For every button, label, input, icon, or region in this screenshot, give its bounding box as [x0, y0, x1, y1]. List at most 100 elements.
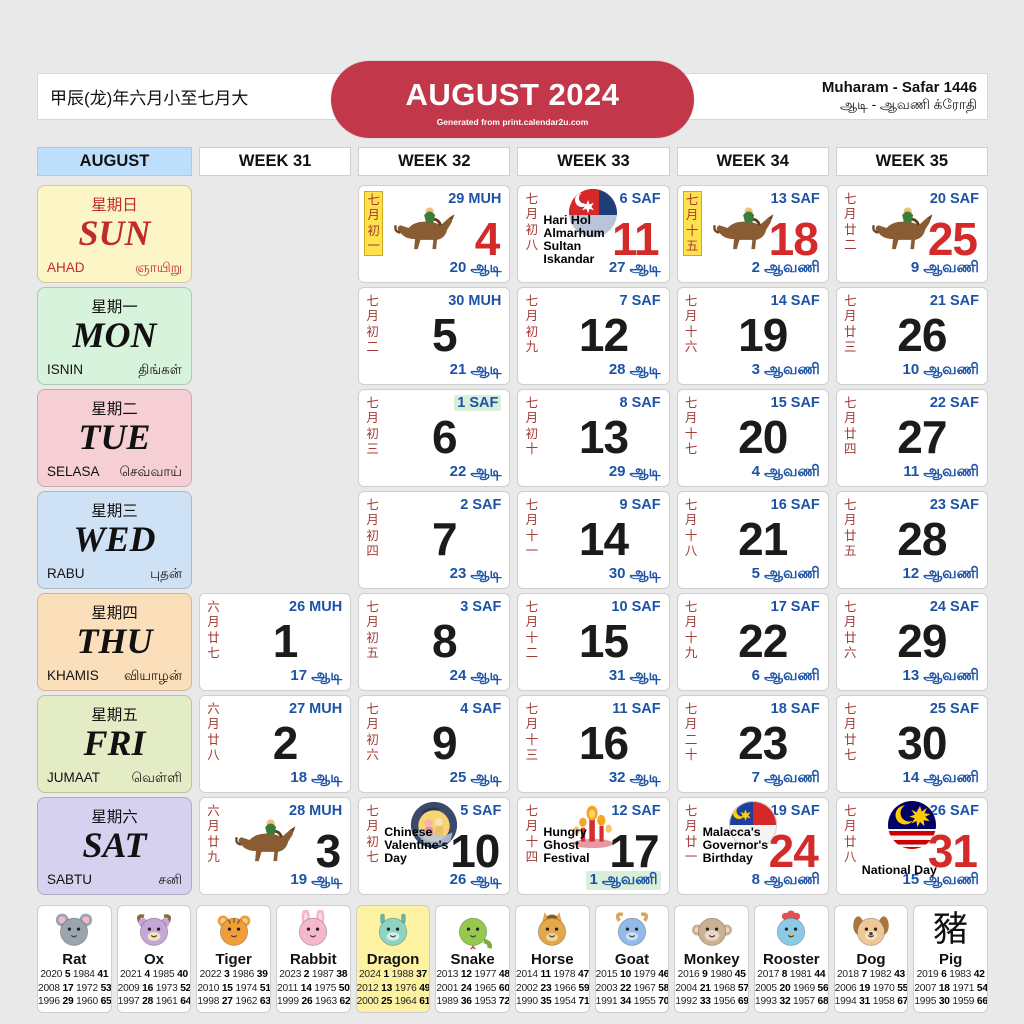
islamic-date: 21 SAF	[929, 293, 979, 309]
zodiac-year-line: 1993 32 1957 68	[754, 995, 829, 1007]
day-label-chinese: 星期一	[91, 299, 138, 316]
date-cell-4: 七月初一 29 MUH 4 20 ஆடி	[358, 185, 511, 283]
tamil-date: 5 ஆவணி	[751, 565, 820, 582]
date-cell-25: 七月廿二 20 SAF 25 9 ஆவணி	[835, 185, 988, 283]
month-tab[interactable]: AUGUST	[37, 147, 192, 176]
zodiac-year-line: 2023 2 1987 38	[279, 969, 348, 981]
islamic-date: 26 SAF	[929, 803, 979, 819]
tamil-date: 9 ஆவணி	[910, 259, 979, 276]
date-number: 29	[897, 615, 947, 667]
date-number: 3	[315, 825, 342, 877]
day-label-tamil: செவ்வாய்	[119, 464, 182, 479]
empty-cell	[199, 185, 351, 283]
tamil-date: 18 ஆடி	[290, 769, 343, 786]
zodiac-name: Ox	[143, 951, 164, 968]
islamic-date: 3 SAF	[460, 599, 502, 615]
date-number: 23	[738, 717, 788, 769]
zodiac-year-line: 2007 18 1971 54	[914, 982, 988, 994]
date-number: 30	[897, 717, 947, 769]
zodiac-name: Rabbit	[289, 951, 337, 968]
lunar-date: 七月廿六	[844, 600, 857, 660]
day-label-tue: 星期二 TUE SELASA செவ்வாய்	[37, 389, 192, 487]
horse-racing-icon	[712, 199, 778, 257]
tamil-date: 7 ஆவணி	[751, 769, 820, 786]
date-cell-3: 六月廿九 28 MUH 3 19 ஆடி	[199, 797, 352, 895]
day-label-chinese: 星期二	[91, 401, 138, 418]
islamic-date: 28 MUH	[289, 803, 343, 819]
zodiac-year-line: 2017 8 1981 44	[757, 969, 826, 981]
generator-credit[interactable]: Generated from print.calendar2u.com	[436, 117, 589, 127]
event-name: Chinese Valentine's Day	[384, 825, 449, 866]
zodiac-year-line: 2001 24 1965 60	[436, 982, 510, 994]
day-label-sat: 星期六 SAT SABTU சனி	[37, 797, 192, 895]
day-label-malay: ISNIN	[47, 362, 84, 377]
day-label-sun: 星期日 SUN AHAD ஞாயிறு	[37, 185, 192, 283]
zodiac-cell-tiger: Tiger 2022 3 1986 39 2010 15 1974 51 1998 2…	[196, 905, 271, 1013]
month-title-pill: AUGUST 2024 Generated from print.calenda…	[331, 61, 694, 138]
week-tab-week-31[interactable]: WEEK 31	[199, 147, 352, 176]
day-label-bottom: AHAD ஞாயிறு	[47, 260, 182, 278]
date-cell-9: 七月初六 4 SAF 9 25 ஆடி	[358, 695, 511, 793]
week-tab-week-32[interactable]: WEEK 32	[358, 147, 511, 176]
islamic-date: 27 MUH	[289, 701, 343, 717]
day-label-thu: 星期四 THU KHAMIS வியாழன்	[37, 593, 192, 691]
date-cell-7: 七月初四 2 SAF 7 23 ஆடி	[358, 491, 511, 589]
malacca-flag-icon	[727, 801, 779, 849]
rat-zodiac-icon	[38, 909, 111, 951]
tamil-date: 24 ஆடி	[449, 667, 502, 684]
date-cell-2: 六月廿八 27 MUH 2 18 ஆடி	[199, 695, 352, 793]
date-cell-20: 七月十七 15 SAF 20 4 ஆவணி	[676, 389, 829, 487]
zodiac-year-line: 2018 7 1982 43	[836, 969, 905, 981]
day-label-chinese: 星期五	[91, 707, 138, 724]
islamic-date: 6 SAF	[619, 191, 661, 207]
date-cell-17: 七月十四 12 SAF Hungry Ghost Festival 17 1 ஆவணி	[517, 797, 670, 895]
date-cell-16: 七月十三 11 SAF 16 32 ஆடி	[517, 695, 670, 793]
islamic-date: 4 SAF	[460, 701, 502, 717]
zodiac-year-line: 2002 23 1966 59	[515, 982, 590, 994]
horse-racing-icon	[234, 811, 300, 869]
islamic-date: 18 SAF	[770, 701, 820, 717]
islamic-date: 10 SAF	[611, 599, 661, 615]
day-label-tamil: ஞாயிறு	[135, 260, 182, 275]
islamic-date: 19 SAF	[770, 803, 820, 819]
date-number: 14	[578, 513, 629, 565]
dragon-zodiac-icon	[357, 909, 430, 951]
zodiac-year-line: 2009 16 1973 52	[117, 982, 192, 994]
day-label-english: MON	[72, 315, 157, 355]
day-label-bottom: ISNIN திங்கள்	[47, 362, 182, 380]
week-tab-week-34[interactable]: WEEK 34	[676, 147, 829, 176]
tamil-date: 10 ஆவணி	[902, 361, 979, 378]
tamil-month-range: ஆடி - ஆவணி க்ரோதி	[840, 97, 977, 113]
zodiac-year-line: 2016 9 1980 45	[677, 969, 746, 981]
zodiac-cell-dog: Dog 2018 7 1982 43 2006 19 1970 55 1994 31 …	[833, 905, 909, 1013]
lunar-date: 七月十三	[525, 702, 539, 762]
zodiac-year-line: 1989 36 1953 72	[436, 995, 510, 1007]
date-cell-8: 七月初五 3 SAF 8 24 ஆடி	[358, 593, 511, 691]
zodiac-year-line: 2012 13 1976 49	[356, 982, 431, 994]
lunar-date: 七月十七	[684, 396, 698, 456]
islamic-date: 13 SAF	[770, 191, 820, 207]
lunar-date: 七月初三	[366, 396, 379, 456]
zodiac-name: Snake	[450, 951, 495, 968]
date-cell-29: 七月廿六 24 SAF 29 13 ஆவணி	[835, 593, 988, 691]
zodiac-cell-dragon: Dragon 2024 1 1988 37 2012 13 1976 49 2000 …	[355, 905, 431, 1013]
zodiac-name: Rat	[62, 951, 87, 968]
zodiac-name: Horse	[531, 951, 574, 968]
empty-cell	[199, 491, 351, 589]
week-tab-week-35[interactable]: WEEK 35	[835, 147, 988, 176]
date-cell-1: 六月廿七 26 MUH 1 17 ஆடி	[199, 593, 352, 691]
zodiac-name: Monkey	[683, 951, 740, 968]
islamic-date: 25 SAF	[929, 701, 979, 717]
tamil-date: 29 ஆடி	[608, 463, 661, 480]
day-label-chinese: 星期日	[91, 197, 138, 214]
tamil-date: 25 ஆடி	[449, 769, 502, 786]
date-number: 10	[450, 825, 500, 877]
week-tab-week-33[interactable]: WEEK 33	[517, 147, 670, 176]
day-label-tamil: வெள்ளி	[131, 770, 182, 785]
zodiac-year-line: 2021 4 1985 40	[119, 969, 188, 981]
event-name: Malacca's Governor's Birthday	[702, 825, 769, 866]
zodiac-year-line: 1999 26 1963 62	[276, 995, 351, 1007]
tamil-date: 19 ஆடி	[290, 871, 343, 888]
day-label-fri: 星期五 FRI JUMAAT வெள்ளி	[37, 695, 192, 793]
zodiac-year-line: 1992 33 1956 69	[675, 995, 749, 1007]
